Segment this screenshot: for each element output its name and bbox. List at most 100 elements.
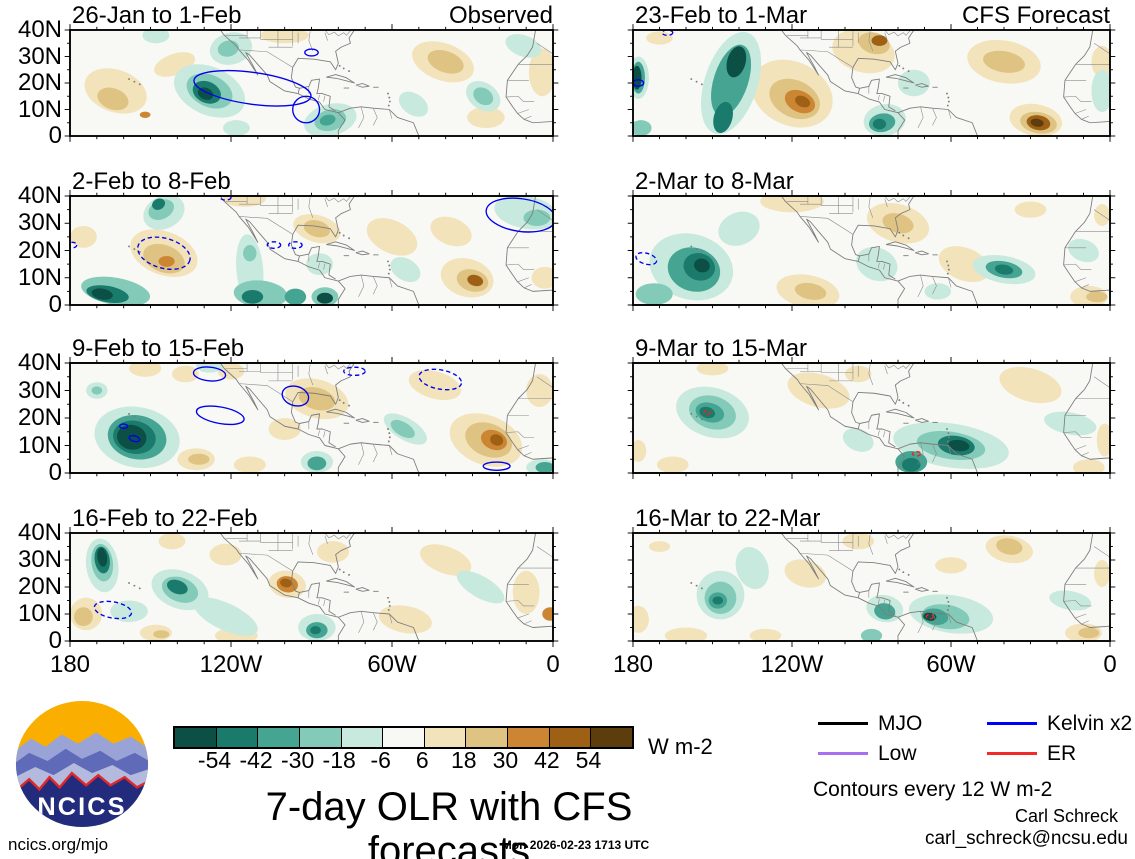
coastlines (219, 196, 553, 305)
lat-tick-label: 10N (17, 431, 62, 459)
map-frame (632, 195, 1111, 306)
legend-line-kelvin-x2 (987, 722, 1037, 725)
lat-tick-label: 40N (17, 519, 62, 546)
panel-date-range: 9-Feb to 15-Feb (72, 335, 245, 362)
map-frame (69, 532, 554, 642)
panel-header: 23-Feb to 1-Mar CFS Forecast (635, 3, 1110, 29)
coastlines (781, 196, 1110, 305)
map-frame (632, 362, 1111, 474)
lat-tick-label: 30N (17, 209, 62, 237)
panel-date-range: 9-Mar to 15-Mar (635, 335, 808, 362)
colorbar-swatch (175, 728, 216, 747)
anomaly-map (64, 356, 559, 480)
colorbar-swatch (298, 728, 341, 747)
political-borders (225, 533, 553, 634)
lat-tick-label: 40N (17, 182, 62, 209)
lon-tick-label: 120W (199, 651, 263, 678)
lat-tick-label: 10N (17, 95, 62, 123)
anomaly-map (64, 527, 559, 647)
colorbar-swatch (548, 728, 591, 747)
colorbar-swatch (382, 728, 424, 747)
wave-contour (635, 252, 658, 266)
panel-header: 26-Jan to 1-Feb Observed (72, 3, 553, 29)
colorbar-swatch (465, 728, 508, 747)
anomaly-map (627, 24, 1116, 142)
wave-contour (485, 197, 553, 233)
lon-tick-label: 0 (1103, 651, 1117, 678)
wave-contour (304, 48, 319, 57)
colorbar-units-label: W m-2 (648, 734, 713, 759)
anomaly-map (627, 356, 1116, 480)
lon-tick-label: 180 (49, 651, 91, 678)
footer-timestamp: Mon 2026-02-23 1713 UTC (501, 838, 650, 852)
wave-contour (219, 196, 232, 201)
lon-tick-label: 60W (926, 651, 976, 678)
lon-tick-label: 60W (367, 651, 417, 678)
legend-label-mjo: MJO (878, 712, 923, 735)
colorbar-tick-label: -30 (281, 747, 315, 773)
wave-contour (266, 241, 282, 250)
panel-header: 16-Feb to 22-Feb (72, 506, 553, 532)
colorbar-tick-label: 30 (492, 747, 519, 773)
colorbar-tick-label: 18 (451, 747, 477, 773)
colorbar-swatch (507, 728, 549, 747)
contour-interval-note: Contours every 12 W m-2 (813, 778, 1053, 801)
map-panel: 23-Feb to 1-Mar CFS Forecast (627, 3, 1116, 142)
colorbar-tick-label: -54 (197, 747, 232, 773)
wave-contour (925, 614, 934, 620)
political-borders (786, 30, 1110, 129)
anomaly-map (627, 190, 1116, 311)
colorbar-swatch (340, 728, 383, 747)
lat-tick-label: 40N (17, 16, 62, 43)
lat-tick-label: 20N (17, 404, 62, 431)
political-borders (225, 363, 553, 465)
panel-date-range: 16-Mar to 22-Mar (635, 505, 821, 532)
panel-header: 9-Feb to 15-Feb (72, 336, 553, 362)
map-panel: 16-Feb to 22-Feb (64, 506, 559, 647)
footer-site-link: ncics.org/mjo (8, 835, 109, 854)
panel-date-range: 2-Mar to 8-Mar (635, 168, 794, 195)
lon-tick-label: 0 (546, 651, 560, 678)
credit-email: carl_schreck@ncsu.edu (924, 828, 1128, 849)
lat-tick-label: 30N (17, 546, 62, 573)
logo-text: NCICS (37, 793, 126, 821)
credit-name: Carl Schreck (1014, 806, 1118, 826)
lat-tick-label: 20N (17, 69, 62, 96)
colorbar-tick-label: -6 (370, 747, 391, 773)
map-panel: 2-Mar to 8-Mar (627, 169, 1116, 311)
colorbar-swatch (215, 728, 258, 747)
coastlines (219, 363, 553, 473)
wave-contour (343, 366, 366, 377)
colorbar-swatch (590, 728, 633, 747)
map-frame (69, 29, 554, 137)
map-frame (69, 362, 554, 474)
map-panel: 9-Mar to 15-Mar (627, 336, 1116, 480)
panel-date-range: 2-Feb to 8-Feb (72, 168, 231, 195)
political-borders (225, 30, 553, 129)
wave-contour (281, 385, 310, 407)
colorbar (173, 726, 634, 749)
legend-label-low: Low (878, 742, 917, 765)
wave-contour (137, 236, 191, 271)
legend-line-er (987, 752, 1037, 755)
colorbar-tick-label: 42 (534, 747, 560, 773)
wave-contour (192, 366, 227, 382)
lat-tick-label: 30N (17, 376, 62, 404)
ncics-logo: NCICS (15, 701, 149, 827)
panel-header: 9-Mar to 15-Mar (635, 336, 1110, 362)
lat-tick-label: 0 (48, 627, 62, 654)
wave-contour (292, 95, 321, 124)
wave-contour (128, 434, 141, 443)
lat-tick-label: 0 (48, 122, 62, 149)
lat-tick-label: 20N (17, 573, 62, 600)
colorbar-tick-label: 6 (415, 747, 429, 773)
map-panel: 2-Feb to 8-Feb (64, 169, 559, 311)
wave-contour (911, 450, 922, 457)
political-borders (786, 196, 1110, 297)
anomaly-map (64, 190, 559, 311)
panel-date-range: 16-Feb to 22-Feb (72, 505, 258, 532)
panel-header: 2-Feb to 8-Feb (72, 169, 553, 195)
lon-tick-label: 180 (612, 651, 654, 678)
wave-contour (93, 600, 133, 620)
lat-tick-label: 0 (48, 459, 62, 486)
